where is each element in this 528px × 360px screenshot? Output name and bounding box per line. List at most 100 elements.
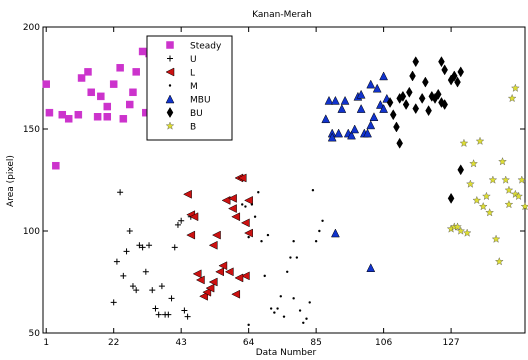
data-point-steady — [77, 74, 86, 82]
data-point-steady — [138, 47, 147, 56]
data-point-steady — [52, 161, 60, 170]
chart-title: Kanan-Merah — [252, 10, 312, 20]
data-point-steady — [119, 115, 128, 123]
data-point-l — [218, 261, 228, 271]
legend-label-m: M — [190, 82, 198, 92]
data-point-bu — [451, 70, 458, 82]
data-point-l — [234, 273, 244, 283]
data-point-m — [318, 229, 321, 233]
data-point-m — [276, 307, 279, 310]
data-point-bu — [447, 192, 455, 204]
data-point-m — [263, 274, 266, 278]
data-point-u — [171, 244, 178, 251]
data-point-u — [178, 217, 185, 224]
data-point-steady — [103, 113, 112, 121]
data-point-mbu — [366, 263, 376, 272]
data-point-u — [133, 287, 140, 294]
data-point-steady — [126, 100, 134, 109]
data-point-m — [247, 235, 250, 239]
data-point-b — [485, 208, 495, 217]
data-point-l — [199, 291, 208, 301]
data-point-m — [260, 240, 263, 243]
data-point-l — [189, 212, 199, 222]
data-point-steady — [87, 88, 95, 97]
data-point-m — [308, 301, 311, 304]
data-point-u — [168, 295, 175, 302]
data-point-u — [155, 311, 162, 318]
data-point-b — [459, 138, 469, 147]
data-point-bu — [434, 88, 442, 100]
data-point-steady — [42, 80, 50, 88]
data-point-mbu — [379, 71, 389, 81]
data-point-m — [250, 203, 254, 206]
data-point-u — [129, 283, 136, 290]
data-point-bu — [409, 70, 416, 82]
data-point-l — [237, 173, 247, 183]
data-point-steady — [116, 64, 124, 72]
data-point-u — [142, 268, 149, 275]
x-tick-label: 106 — [375, 338, 392, 348]
data-point-mbu — [331, 228, 340, 238]
data-point-u — [149, 287, 156, 294]
legend-label-bu: BU — [190, 109, 203, 119]
legend-marker-steady — [166, 41, 174, 49]
data-point-mbu — [356, 104, 366, 113]
data-point-m — [253, 215, 257, 218]
legend-marker-u — [167, 55, 173, 62]
data-point-mbu — [340, 95, 350, 105]
data-point-u — [120, 272, 127, 279]
legend-marker-m — [168, 84, 172, 87]
data-point-u — [146, 242, 153, 249]
data-point-steady — [103, 102, 112, 111]
x-tick-label: 127 — [442, 338, 459, 348]
data-point-l — [205, 283, 215, 293]
data-point-u — [174, 221, 181, 228]
data-point-m — [273, 311, 276, 314]
data-point-mbu — [347, 130, 356, 140]
legend: Steady ULM MBU BU B — [146, 35, 233, 141]
data-point-mbu — [363, 128, 372, 138]
data-point-l — [186, 230, 196, 240]
data-point-bu — [386, 96, 394, 108]
data-point-m — [266, 233, 270, 237]
data-point-b — [475, 136, 485, 145]
y-tick-label: 100 — [23, 227, 40, 237]
data-point-l — [240, 218, 250, 228]
data-point-b — [491, 234, 501, 243]
data-point-m — [282, 315, 286, 318]
x-tick-label: 85 — [310, 338, 321, 348]
legend-label-steady: Steady — [190, 42, 222, 52]
data-point-u — [123, 248, 130, 255]
data-point-m — [311, 189, 315, 192]
data-point-bu — [412, 103, 420, 115]
data-point-b — [482, 191, 491, 201]
data-point-bu — [457, 164, 465, 176]
data-point-mbu — [350, 124, 360, 134]
x-tick-label: 64 — [243, 338, 255, 348]
data-point-b — [488, 175, 498, 184]
data-point-bu — [418, 92, 426, 104]
data-point-steady — [45, 108, 54, 117]
data-point-mbu — [334, 128, 344, 138]
data-point-mbu — [327, 132, 337, 142]
data-point-bu — [399, 90, 407, 102]
data-point-l — [231, 289, 241, 299]
data-point-m — [279, 295, 282, 298]
data-point-mbu — [366, 79, 376, 89]
data-point-steady — [74, 110, 83, 119]
data-point-l — [228, 204, 237, 213]
data-point-b — [504, 199, 514, 209]
data-point-m — [286, 270, 289, 273]
legend-marker-l — [165, 67, 175, 77]
data-point-u — [139, 244, 146, 251]
x-axis: 1 22 43 64 85 106 127 — [43, 27, 460, 348]
data-point-mbu — [331, 95, 340, 105]
legend-box — [146, 35, 233, 141]
data-point-bu — [454, 76, 461, 88]
data-point-m — [295, 256, 299, 259]
x-tick-label: 43 — [175, 338, 186, 348]
data-point-b — [456, 226, 466, 235]
data-point-steady — [64, 115, 73, 123]
y-tick-label: 150 — [23, 125, 40, 135]
